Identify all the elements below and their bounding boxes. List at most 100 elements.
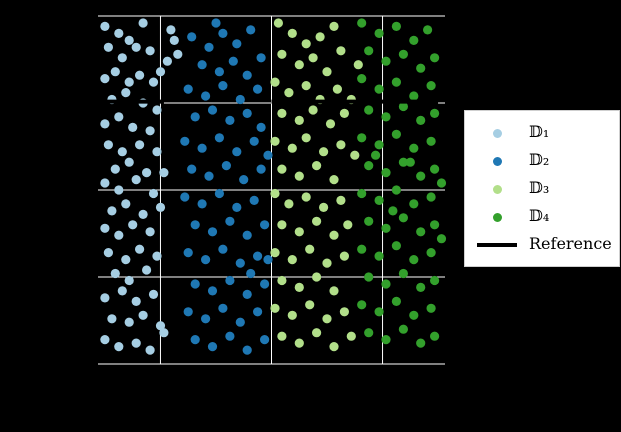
data-point-d3-22 [301,133,311,143]
data-point-d4-30 [357,188,367,199]
data-point-d1-8 [155,67,166,77]
data-point-d4-0 [357,18,367,28]
data-point-d2-31 [180,192,190,202]
data-point-d1-31 [131,175,141,185]
data-point-d1-25 [152,147,162,157]
data-point-d2-1 [187,32,197,42]
axes [98,15,445,365]
data-point-d1-29 [100,178,110,188]
data-point-d3-56 [329,342,339,352]
data-point-d2-7 [214,67,224,77]
data-point-d4-43 [409,255,419,265]
data-point-d2-18 [225,115,235,125]
data-point-d1-4 [103,42,113,52]
data-point-d3-45 [294,282,304,292]
data-point-d2-41 [183,248,193,258]
data-point-d3-25 [277,164,287,174]
data-point-d2-27 [204,171,214,181]
data-point-d2-30 [256,164,266,174]
data-point-d2-37 [207,227,218,237]
data-point-d2-17 [207,105,218,115]
data-point-d1-19 [114,112,124,122]
data-point-d4-31 [374,195,384,205]
data-point-d2-45 [253,251,263,261]
data-point-d4-1 [374,28,384,38]
data-point-d2-33 [214,188,224,199]
legend-item-d3: 𝔻₃ [465,177,621,201]
data-point-d4-4 [423,25,433,35]
data-point-d1-63 [173,49,183,59]
data-point-d2-57 [207,342,218,352]
data-point-d2-35 [249,195,259,205]
data-point-d2-48 [225,275,235,286]
data-point-d2-51 [183,307,193,317]
data-point-d4-20 [357,133,367,143]
data-point-d1-43 [135,244,145,254]
data-point-d3-17 [308,105,318,115]
data-point-d1-22 [103,140,113,150]
data-point-d4-58 [416,338,426,348]
data-point-d1-1 [114,28,124,38]
data-point-d4-29 [430,164,440,174]
data-point-d2-40 [260,220,270,230]
data-point-d1-9 [100,74,110,84]
data-point-d2-8 [228,56,238,66]
data-point-d3-5 [277,49,287,59]
data-point-d2-42 [201,255,211,265]
data-point-d1-44 [152,251,162,261]
data-point-d4-34 [426,192,436,202]
data-point-d1-40 [145,227,155,237]
data-point-d1-57 [114,342,124,352]
data-point-d2-11 [183,84,193,94]
data-point-d1-23 [117,147,127,157]
data-point-d4-36 [381,223,391,233]
data-point-d2-53 [218,303,228,313]
data-point-d1-48 [100,293,110,303]
data-point-d1-0 [100,21,110,31]
data-point-d4-60 [436,178,447,188]
data-point-d4-52 [391,296,401,306]
data-point-d3-36 [312,216,322,226]
data-point-d1-21 [145,126,155,136]
data-point-d1-62 [169,35,179,46]
data-point-d4-61 [436,234,447,244]
data-point-d4-37 [398,213,408,223]
data-point-d1-50 [131,296,141,306]
legend-item-d2: 𝔻₂ [465,149,621,173]
data-point-d2-46 [190,279,200,289]
data-point-d1-3 [138,18,148,28]
data-point-d2-10 [256,53,266,63]
data-point-d4-39 [430,220,440,230]
data-point-d1-30 [114,185,124,195]
data-point-d4-56 [381,335,391,345]
data-point-d1-52 [107,314,117,324]
data-point-d4-22 [391,129,401,139]
data-point-d4-47 [398,268,408,279]
data-point-d2-29 [239,175,249,185]
data-point-d3-44 [277,275,287,286]
data-point-d2-2 [204,42,214,52]
data-point-d1-55 [155,321,166,331]
data-point-d4-40 [357,244,367,254]
data-point-d4-33 [409,199,419,209]
data-point-d3-1 [287,28,297,38]
data-point-d4-63 [405,157,415,167]
data-point-d1-32 [148,188,159,199]
data-point-d1-51 [148,289,159,299]
data-point-d4-5 [364,46,374,56]
data-point-d4-7 [398,49,408,59]
data-point-d2-21 [180,136,190,146]
data-point-d3-57 [346,331,356,341]
data-point-d3-35 [294,227,304,237]
data-point-d1-33 [107,206,117,216]
data-point-d4-15 [364,105,374,115]
data-point-d1-20 [128,122,138,132]
data-point-d3-58 [350,150,360,160]
data-point-d1-12 [135,70,145,80]
data-point-d1-60 [159,328,169,338]
data-point-d4-12 [391,77,401,87]
data-point-d1-46 [124,275,134,286]
data-point-d3-18 [325,119,336,129]
data-point-d1-24 [135,140,145,150]
data-point-d4-46 [381,279,391,289]
